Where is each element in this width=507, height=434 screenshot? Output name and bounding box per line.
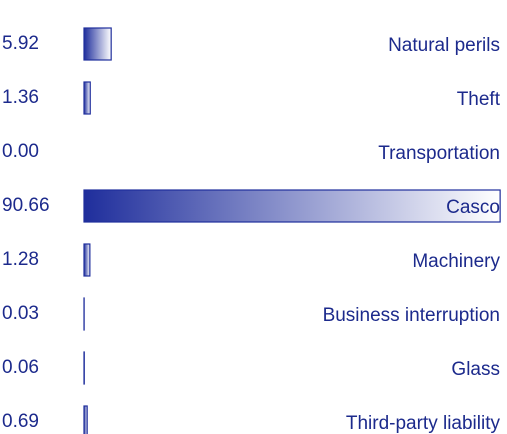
category-label: Casco bbox=[446, 197, 500, 218]
bar bbox=[83, 189, 501, 223]
bar bbox=[83, 27, 112, 61]
category-label: Machinery bbox=[412, 251, 500, 272]
category-label: Theft bbox=[457, 89, 501, 110]
category-label: Glass bbox=[451, 359, 500, 380]
value-label: 0.03 bbox=[2, 303, 39, 324]
bar bbox=[83, 243, 91, 277]
value-label: 0.06 bbox=[2, 357, 39, 378]
category-label: Natural perils bbox=[388, 35, 500, 56]
category-label: Transportation bbox=[378, 143, 500, 164]
value-label: 0.69 bbox=[2, 411, 39, 432]
value-label: 1.36 bbox=[2, 87, 39, 108]
category-label: Business interruption bbox=[323, 305, 500, 326]
bar bbox=[83, 81, 91, 115]
value-label: 1.28 bbox=[2, 249, 39, 270]
value-label: 90.66 bbox=[2, 195, 50, 216]
category-label: Third-party liability bbox=[346, 413, 501, 434]
bar bbox=[83, 405, 88, 434]
value-label: 0.00 bbox=[2, 141, 39, 162]
value-label: 5.92 bbox=[2, 33, 39, 54]
